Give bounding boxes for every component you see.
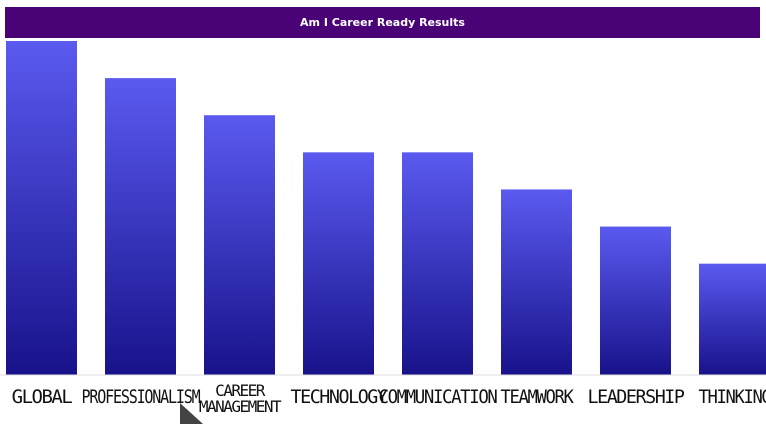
bar-leadership xyxy=(600,226,671,375)
bar-thinking xyxy=(699,263,766,375)
category-label-leadership: LEADERSHIP xyxy=(588,386,685,408)
category-label-global: GLOBAL xyxy=(12,386,73,408)
bar-teamwork xyxy=(501,189,572,375)
category-label-thinking: THINKING xyxy=(699,386,766,408)
bar-communication xyxy=(402,152,473,375)
category-label-technology: TECHNOLOGY xyxy=(291,386,389,408)
bar-global xyxy=(6,41,77,375)
category-label-communication: COMMUNICATION xyxy=(379,386,498,408)
category-label-professionalism: PROFESSIONALISM xyxy=(82,386,201,408)
category-label-career-management: CAREER MANAGEMENT xyxy=(199,381,282,416)
chart-title: Am I Career Ready Results xyxy=(5,7,760,38)
bar-technology xyxy=(303,152,374,375)
cursor-pointer xyxy=(180,403,203,424)
bar-professionalism xyxy=(105,78,176,375)
category-labels: GLOBAL PROFESSIONALISM CAREER MANAGEMENT TEC… xyxy=(12,381,766,416)
bar-career-management xyxy=(204,115,275,375)
category-label-teamwork: TEAMWORK xyxy=(501,386,575,408)
bars xyxy=(6,41,766,375)
